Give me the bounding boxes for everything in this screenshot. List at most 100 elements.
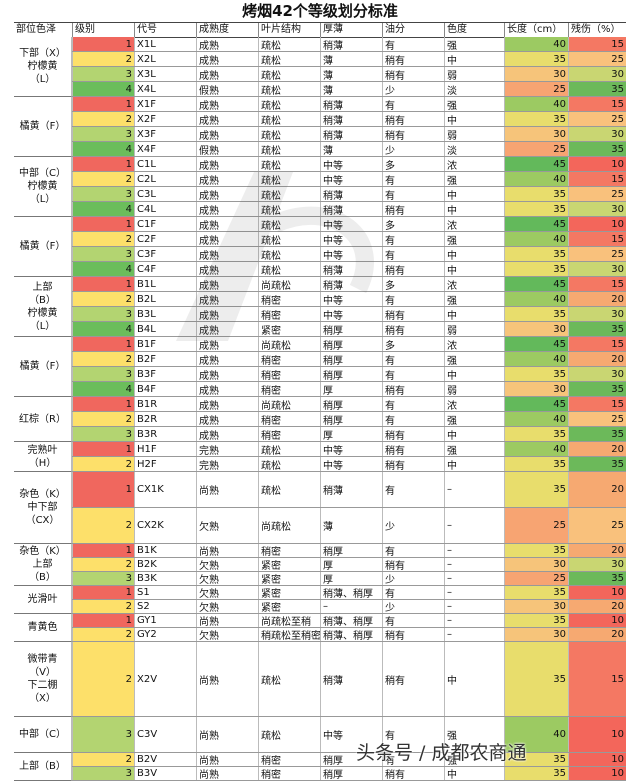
code-cell: S1 [134,586,196,599]
table-row: 3 B3L 成熟 稍密 中等 稍有中 35 30 [14,307,626,322]
damage-cell: 10 [568,767,626,780]
thickness-cell: 稍薄 [320,262,382,276]
code-cell: B2F [134,352,196,366]
damage-cell: 10 [568,614,626,627]
header-code: 代号 [134,23,196,37]
table-row: 1 GY1 尚熟 尚疏松至稍 稍薄、稍厚有 –35 10 [14,614,626,628]
table-row: 4 C4L 成熟 疏松 稍薄 稍有中 35 30 [14,202,626,217]
oil-cell: 稍有 [382,67,444,81]
code-cell: B2L [134,292,196,306]
oil-cell: 少 [382,142,444,156]
code-cell: B3V [134,767,196,780]
level-cell: 2 [72,52,134,66]
maturity-cell: 成熟 [196,52,258,66]
table-row: 1 H1F 完熟 疏松 中等 稍有强 40 20 [14,442,626,457]
oil-cell: 稍有 [382,382,444,396]
damage-cell: 20 [568,600,626,613]
thickness-cell: 中等 [320,172,382,186]
thickness-cell: 稍薄、稍厚 [320,614,382,627]
thickness-cell: 中等 [320,307,382,321]
length-cell: 35 [504,112,568,126]
level-cell: 1 [72,614,134,627]
oil-cell: 稍有 [382,642,444,716]
oil-cell: 有 [382,97,444,111]
thickness-cell: 中等 [320,457,382,471]
oil-cell: 有 [382,292,444,306]
length-cell: 45 [504,277,568,291]
damage-cell: 15 [568,337,626,351]
table-title: 烤烟42个等级划分标准 [242,2,398,20]
structure-cell: 疏松 [258,217,320,231]
thickness-cell: 稍薄 [320,277,382,291]
damage-cell: 35 [568,142,626,156]
thickness-cell: 稍厚 [320,544,382,557]
thickness-cell: 稍厚 [320,337,382,351]
length-cell: 35 [504,472,568,507]
structure-cell: 稍密 [258,292,320,306]
structure-cell: 疏松 [258,112,320,126]
structure-cell: 紧密 [258,558,320,571]
table-row: 1 CX1K 尚熟 疏松 稍薄有 –35 20 [14,472,626,508]
oil-cell: 稍有 [382,112,444,126]
maturity-cell: 尚熟 [196,767,258,780]
length-cell: 45 [504,157,568,171]
table-row: 2 GY2 欠熟 稍疏松至稍密 稍薄、稍厚 稍有 –30 20 [14,628,626,642]
maturity-cell: 欠熟 [196,586,258,599]
color-intensity-cell: 强 [444,172,504,186]
damage-cell: 15 [568,97,626,111]
code-cell: B4L [134,322,196,336]
maturity-cell: 成熟 [196,97,258,111]
level-cell: 1 [72,37,134,51]
color-intensity-cell: 淡 [444,82,504,96]
oil-cell: 有 [382,187,444,201]
thickness-cell: 薄 [320,508,382,543]
color-intensity-cell: – [444,586,504,599]
table-row: 1 X1L 成熟 疏松 稍薄有强 40 15 [14,37,626,52]
color-intensity-cell: 中 [444,247,504,261]
damage-cell: 10 [568,217,626,231]
header-color-intensity: 色度 [444,23,504,37]
damage-cell: 35 [568,82,626,96]
table-row: 3 B3R 成熟 稍密厚稍有中 35 35 [14,427,626,442]
maturity-cell: 成熟 [196,412,258,426]
thickness-cell: 稍薄、稍厚 [320,628,382,641]
damage-cell: 25 [568,412,626,426]
damage-cell: 25 [568,508,626,543]
maturity-cell: 成熟 [196,112,258,126]
damage-cell: 15 [568,397,626,411]
table-row: 1 B1L 成熟 尚疏松 稍薄多浓 45 15 [14,277,626,292]
header-oil: 油分 [382,23,444,37]
structure-cell: 稍密 [258,307,320,321]
structure-cell: 稍密 [258,367,320,381]
oil-cell: 稍有 [382,322,444,336]
maturity-cell: 尚熟 [196,642,258,716]
oil-cell: 有 [382,397,444,411]
damage-cell: 15 [568,172,626,186]
table-row: 2 B2R 成熟 稍密 稍厚有强 40 25 [14,412,626,427]
damage-cell: 20 [568,472,626,507]
maturity-cell: 尚熟 [196,753,258,766]
thickness-cell: 稍薄 [320,472,382,507]
color-intensity-cell: 强 [444,442,504,456]
thickness-cell: 中等 [320,717,382,752]
oil-cell: 有 [382,544,444,557]
code-cell: C2F [134,232,196,246]
maturity-cell: 假熟 [196,142,258,156]
color-intensity-cell: – [444,472,504,507]
code-cell: X3F [134,127,196,141]
level-cell: 1 [72,586,134,599]
length-cell: 35 [504,52,568,66]
structure-cell: 疏松 [258,202,320,216]
damage-cell: 30 [568,127,626,141]
oil-cell: 有 [382,247,444,261]
thickness-cell: 中等 [320,247,382,261]
color-intensity-cell: – [444,600,504,613]
code-cell: X1L [134,37,196,51]
thickness-cell: 薄 [320,67,382,81]
oil-cell: 有 [382,367,444,381]
structure-cell: 疏松 [258,37,320,51]
header-level: 级别 [72,23,134,37]
length-cell: 45 [504,337,568,351]
thickness-cell: 厚 [320,558,382,571]
table-row: 2 C2L 成熟 疏松 中等有强 40 15 [14,172,626,187]
